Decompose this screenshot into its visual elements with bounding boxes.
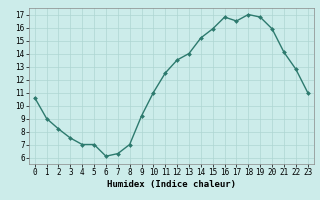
X-axis label: Humidex (Indice chaleur): Humidex (Indice chaleur) xyxy=(107,180,236,189)
